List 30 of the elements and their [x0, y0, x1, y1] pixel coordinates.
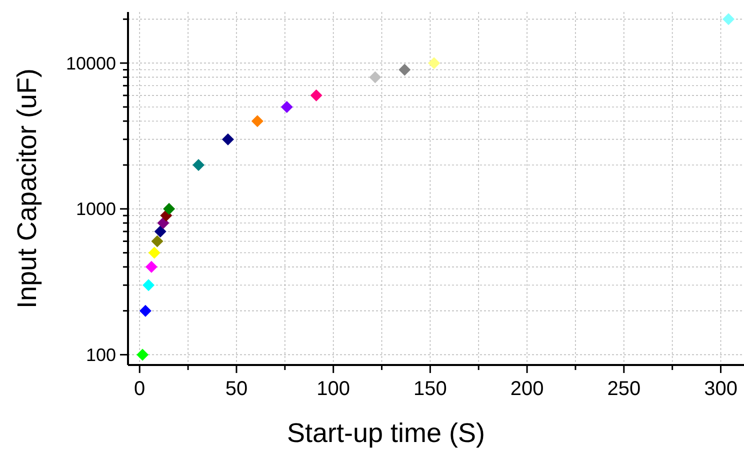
point: [145, 260, 158, 273]
x-tick-label: 250: [607, 378, 641, 400]
point: [428, 57, 440, 70]
x-tick-label: 150: [414, 378, 447, 400]
point: [369, 71, 382, 84]
x-tick-label: 0: [134, 378, 146, 400]
point: [151, 235, 164, 248]
y-tick-label: 10000: [66, 53, 116, 74]
x-tick-label: 300: [704, 378, 738, 400]
point: [163, 202, 176, 215]
point: [148, 246, 160, 259]
point: [251, 115, 264, 128]
point: [157, 217, 170, 230]
x-tick-label: 100: [316, 378, 350, 400]
point: [142, 279, 155, 292]
point: [136, 348, 149, 361]
x-tick-label: 50: [225, 378, 248, 400]
point: [222, 133, 234, 146]
point: [192, 158, 205, 171]
x-axis-title: Start-up time (S): [286, 418, 486, 448]
y-tick-label: 100: [86, 345, 116, 366]
point: [310, 89, 322, 102]
point: [139, 304, 152, 317]
y-axis-title: Input Capacitor (uF): [12, 68, 42, 309]
point: [154, 225, 166, 238]
point: [280, 100, 293, 113]
point: [722, 13, 735, 26]
x-tick-label: 200: [510, 378, 544, 400]
point: [398, 64, 411, 76]
y-tick-label: 1000: [76, 199, 116, 220]
